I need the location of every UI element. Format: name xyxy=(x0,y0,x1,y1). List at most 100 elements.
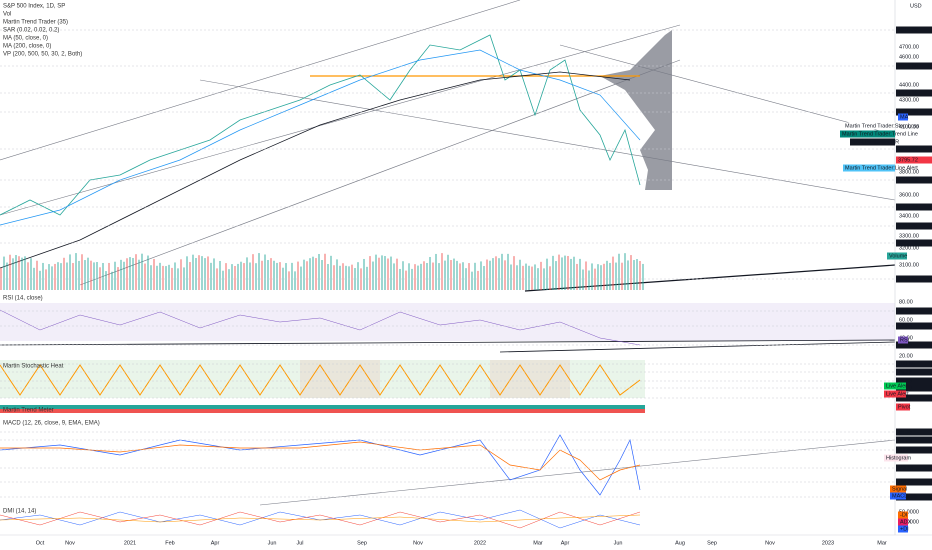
volume-bar xyxy=(609,262,611,290)
volume-bar xyxy=(636,259,638,290)
volume-bar xyxy=(327,263,329,290)
price-tag-text: -76.22 xyxy=(898,479,914,485)
price-tag-text: -43.84 xyxy=(898,465,914,471)
volume-bar xyxy=(438,263,440,290)
volume-bar xyxy=(297,261,299,290)
price-tag-text: Live Alert xyxy=(886,383,909,389)
volume-bar xyxy=(195,258,197,290)
volume-bar xyxy=(573,256,575,290)
volume-bar xyxy=(414,264,416,290)
volume-bar xyxy=(279,262,281,290)
legend: SAR (0.02, 0.02, 0.2) xyxy=(3,28,59,34)
volume-bar xyxy=(261,260,263,290)
volume-bar xyxy=(192,254,194,290)
signal-line xyxy=(0,441,641,481)
volume-bar xyxy=(234,265,236,290)
price-tag xyxy=(896,145,932,153)
volume-bar xyxy=(315,258,317,290)
decoration xyxy=(0,0,896,529)
volume-bar xyxy=(240,261,242,290)
volume-bar xyxy=(93,262,95,290)
volume-bar xyxy=(3,256,5,290)
volume-bar xyxy=(441,253,443,290)
price-tag-text: 52.68 xyxy=(898,323,912,329)
volume-bar xyxy=(549,266,551,290)
volume-bars xyxy=(0,253,644,290)
volume-bar xyxy=(318,253,320,290)
volume-bar xyxy=(12,258,14,290)
volume-bar xyxy=(510,264,512,290)
legend: Vol xyxy=(3,12,11,18)
volume-bar xyxy=(639,260,641,290)
volume-bar xyxy=(27,262,29,290)
price-tag-text: 55.35 xyxy=(898,429,912,435)
volume-bar xyxy=(369,256,371,290)
price-tag-text: Pivot xyxy=(898,404,911,410)
price-tag xyxy=(896,384,932,392)
axis-label: 80.00 xyxy=(899,299,913,305)
rsi-line xyxy=(0,309,641,346)
volume-bar xyxy=(36,260,38,290)
price-tag xyxy=(850,138,895,146)
time-label: Feb xyxy=(165,540,174,546)
volume-bar xyxy=(111,271,113,290)
volume-bar xyxy=(231,264,233,290)
volume-bar xyxy=(450,260,452,290)
volume-bar xyxy=(48,264,50,290)
volume-bar xyxy=(435,253,437,290)
axis-label: 3800.00 xyxy=(899,169,919,175)
axis-label: 3300.00 xyxy=(899,233,919,239)
volume-bar xyxy=(402,261,404,290)
price-tag xyxy=(898,336,908,344)
volume-bar xyxy=(597,264,599,290)
time-label: Jun xyxy=(614,540,623,546)
price-tag xyxy=(884,382,906,390)
volume-bar xyxy=(276,262,278,290)
price-tag-text: -120.00 xyxy=(898,494,917,500)
volume-bar xyxy=(99,267,101,290)
pane-title: Martin Trend Meter xyxy=(3,408,54,414)
price-tag xyxy=(896,360,932,368)
volume-bar xyxy=(627,260,629,290)
volume-bar xyxy=(294,271,296,290)
channel xyxy=(79,59,681,286)
axis-label: 50.0000 xyxy=(899,509,919,515)
volume-bar xyxy=(357,262,359,290)
price-tag xyxy=(884,390,906,398)
stoch-heat xyxy=(300,360,380,398)
volume-bar xyxy=(321,260,323,290)
volume-bar xyxy=(153,258,155,290)
axis-label: 25.0000 xyxy=(899,519,919,525)
volume-bar xyxy=(21,257,23,290)
trend-line xyxy=(524,264,896,292)
price-tag-text: RSI xyxy=(900,337,910,343)
volume-bar xyxy=(600,265,602,290)
price-tag-text: 4549.66 xyxy=(898,63,918,69)
price-tag-text: Volume xyxy=(889,253,907,259)
price-tag-text: 38.06 xyxy=(898,342,912,348)
legend: MA (200, close, 0) xyxy=(3,44,51,50)
volume-bar xyxy=(387,258,389,290)
price-tag xyxy=(896,428,932,436)
legend: VP (200, 500, 50, 30, 2, Both) xyxy=(3,52,82,58)
volume-bar xyxy=(186,256,188,290)
volume-bar xyxy=(393,263,395,290)
volume-bar xyxy=(207,256,209,290)
volume-bar xyxy=(135,254,137,290)
volume-bar xyxy=(534,264,536,290)
volume-bar xyxy=(588,270,590,290)
price-tag-text: SAR:ParabolicSAR xyxy=(852,139,899,145)
volume-bar xyxy=(126,258,128,290)
volume-bar xyxy=(501,253,503,290)
volume-bar xyxy=(249,262,251,290)
time-label: 2022 xyxy=(474,540,486,546)
volume-bar xyxy=(183,267,185,290)
volume-bar xyxy=(42,262,44,290)
volume-bar xyxy=(57,262,59,290)
price-tag xyxy=(898,525,908,533)
volume-bar xyxy=(114,261,116,290)
volume-bar xyxy=(45,269,47,290)
volume-bar xyxy=(591,263,593,290)
volume-bar xyxy=(624,253,626,290)
